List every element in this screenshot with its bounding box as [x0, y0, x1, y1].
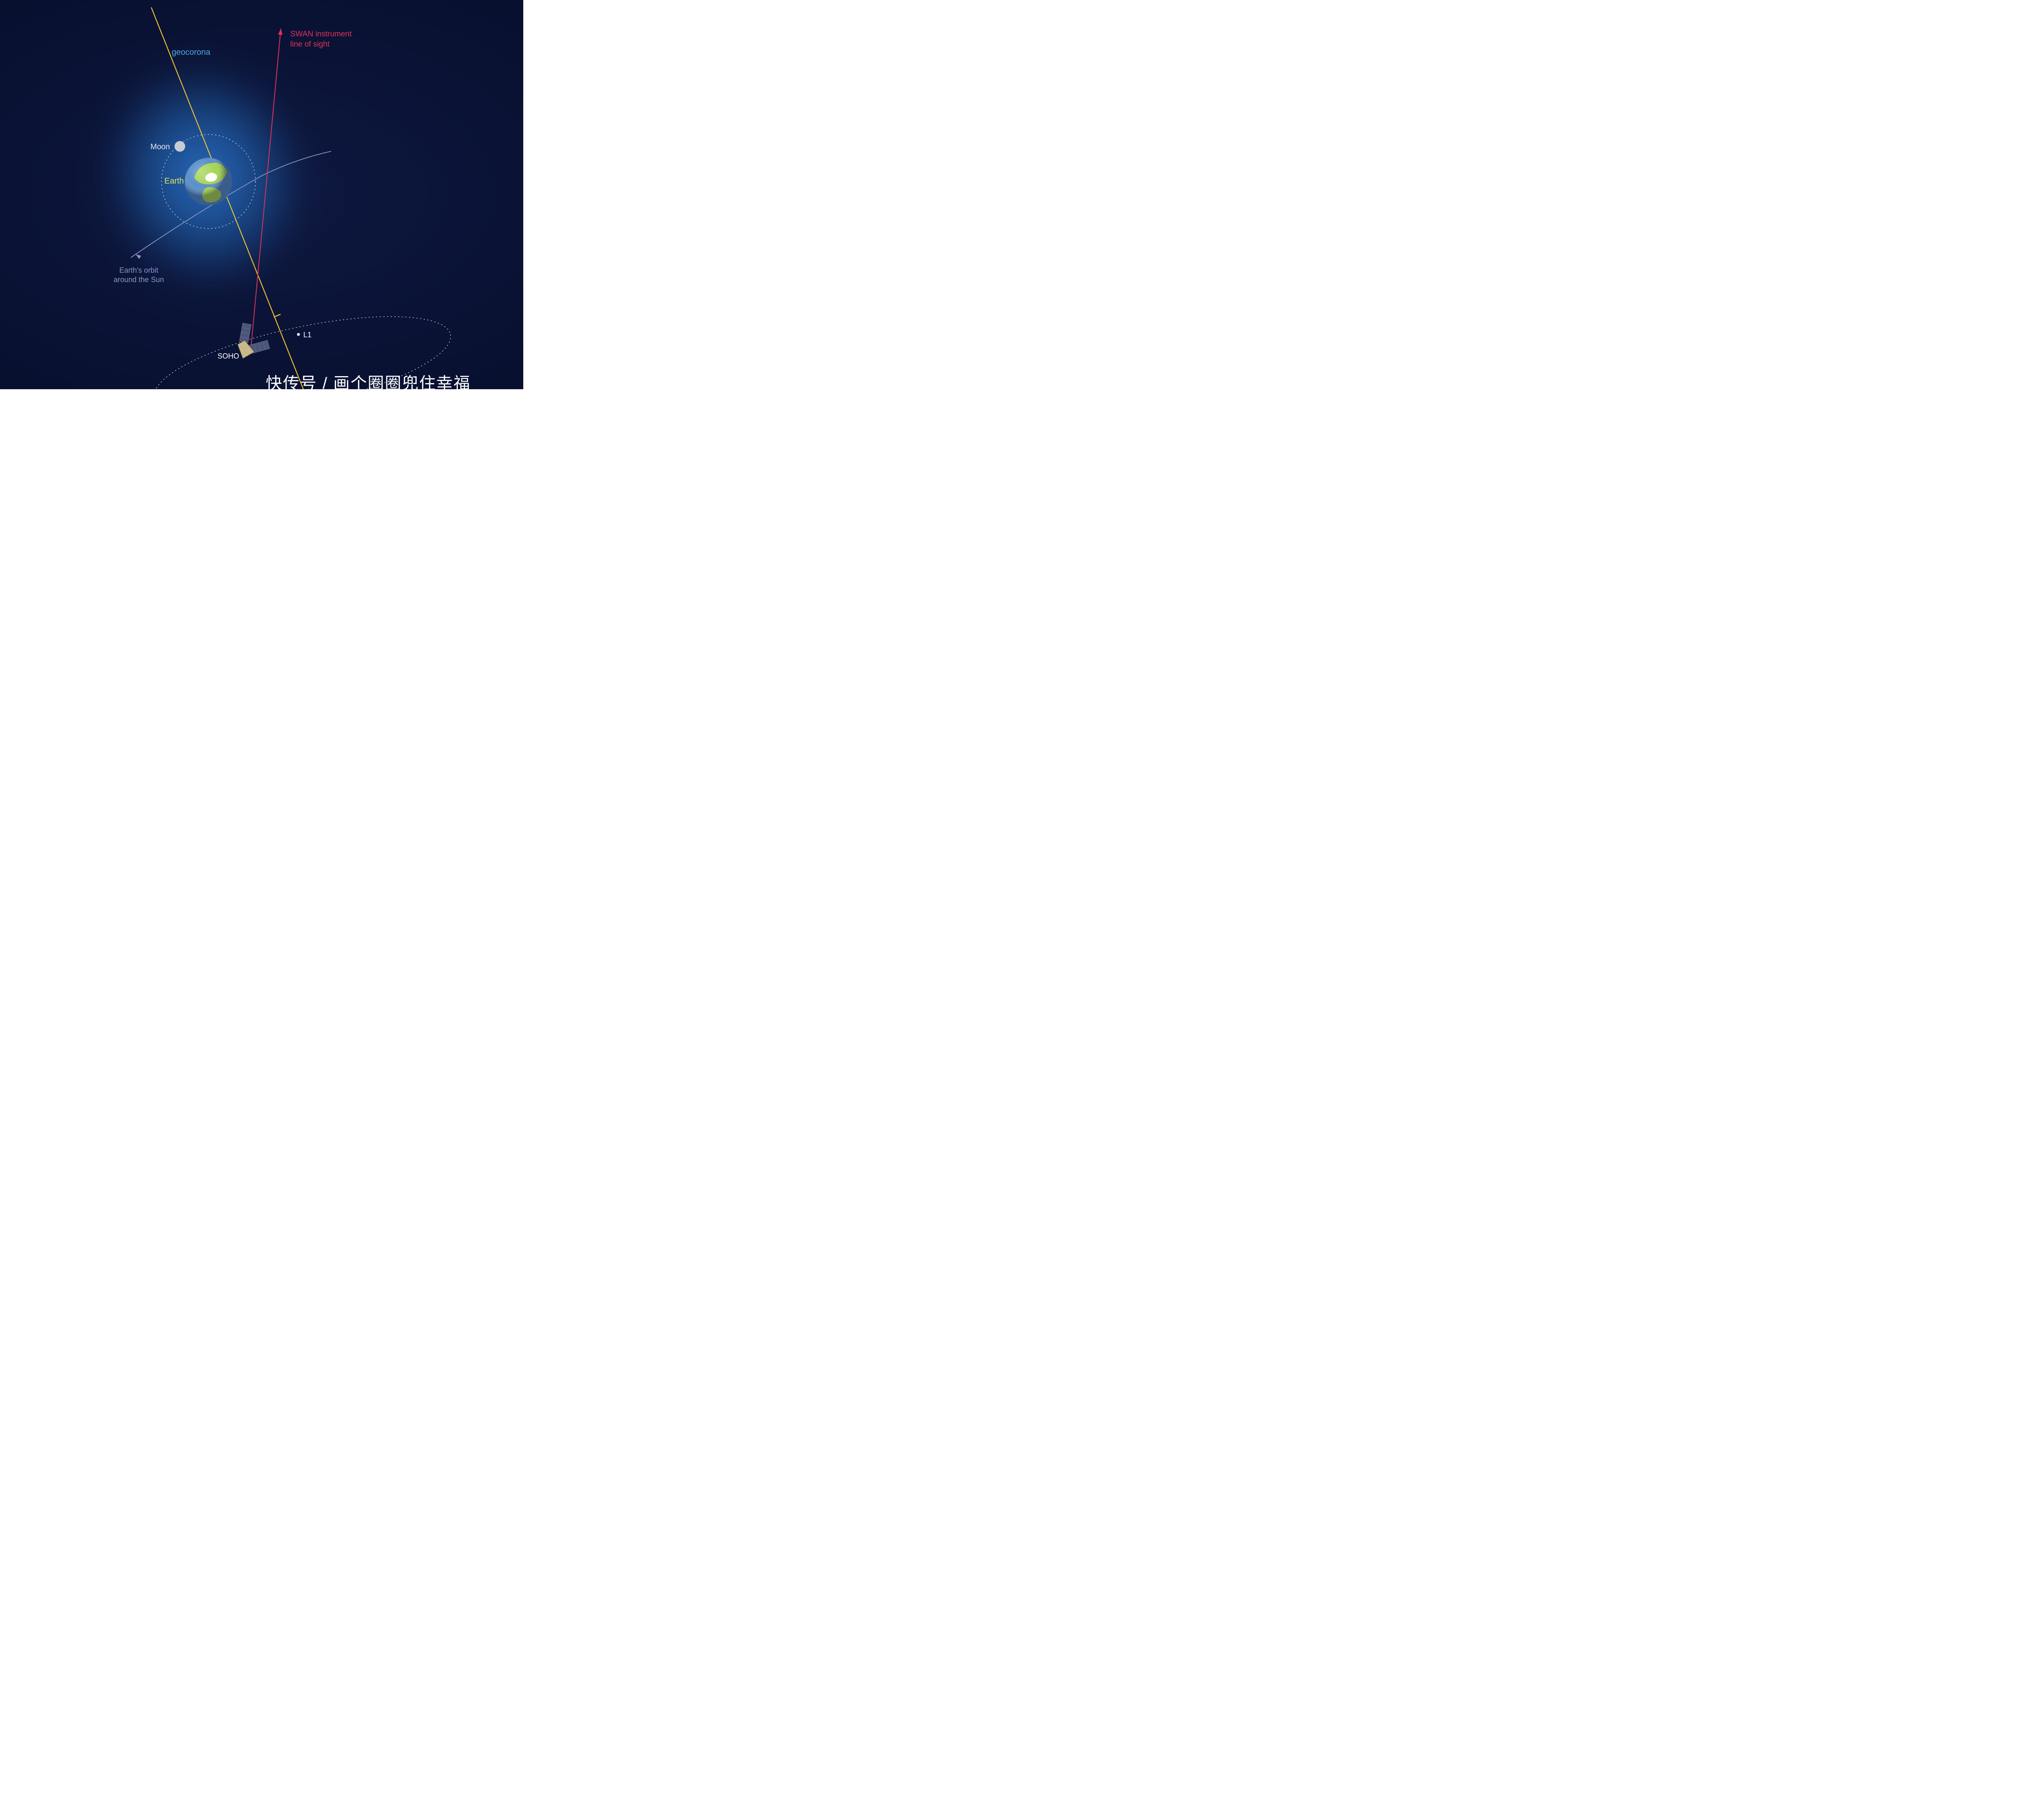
- earth-label: Earth: [164, 176, 184, 186]
- watermark-text: 快传号 / 画个圈圈兜住幸福: [266, 370, 471, 389]
- l1-label: L1: [303, 330, 312, 340]
- moon-label: Moon: [150, 142, 170, 152]
- earth-orbit-label: Earth's orbit around the Sun: [114, 266, 164, 285]
- soho-label: SOHO: [217, 352, 239, 361]
- diagram-canvas: geocorona Earth Moon Earth's orbit aroun…: [0, 0, 523, 389]
- swan-label: SWAN instrument line of sight: [290, 29, 352, 49]
- geocorona-label: geocorona: [172, 47, 211, 58]
